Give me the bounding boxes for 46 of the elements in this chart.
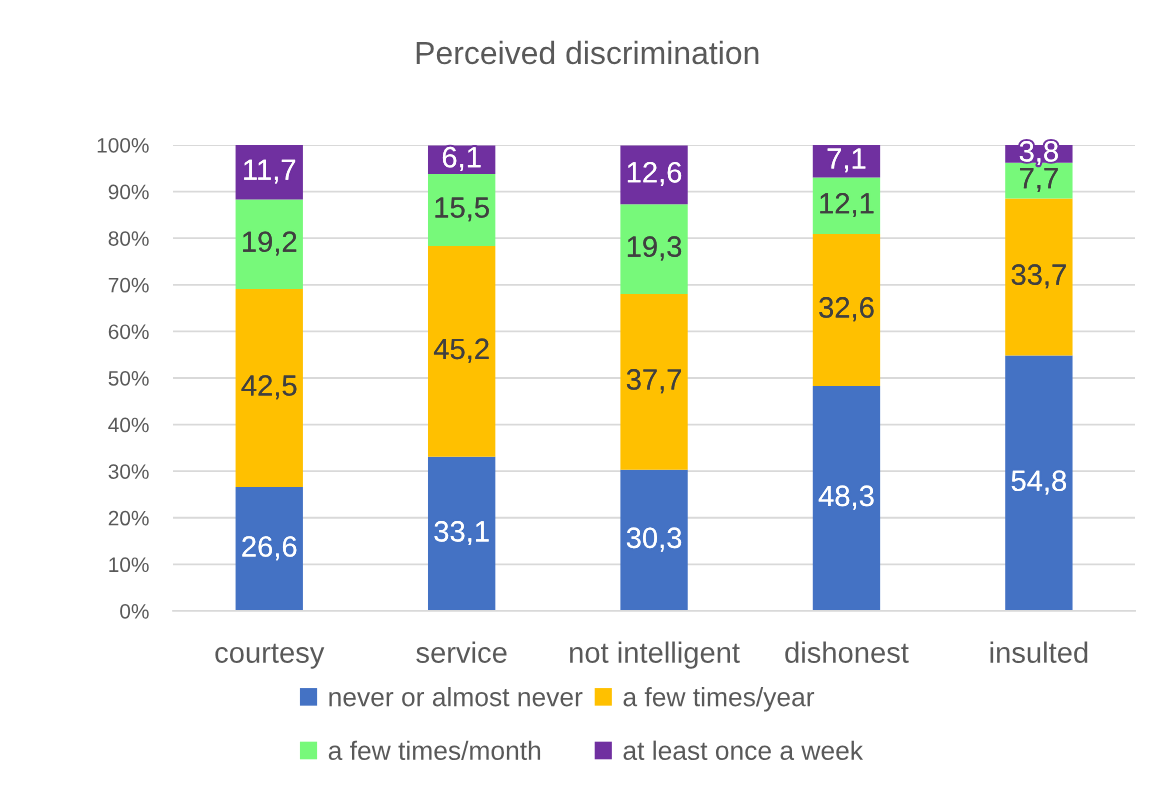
legend-label: never or almost never (329, 687, 583, 707)
bar (812, 385, 881, 611)
data-label: 54,8 (1011, 470, 1066, 495)
data-label: 33,1 (434, 521, 489, 546)
data-label: 12,1 (820, 192, 874, 218)
x-tick-label: dishonest (785, 641, 909, 663)
y-tick-label: 70% (108, 277, 149, 293)
bar (620, 294, 688, 470)
data-label: 32,6 (819, 297, 874, 322)
legend-label: at least once a week (623, 740, 864, 761)
y-tick-label: 30% (108, 464, 149, 479)
y-tick-label: 90% (108, 184, 149, 200)
y-tick-label: 50% (108, 370, 149, 386)
y-tick-label: 40% (108, 417, 149, 433)
data-label: 45,2 (433, 338, 489, 363)
legend-label: a few times/month (328, 740, 541, 761)
y-tick-label: 100% (97, 137, 149, 153)
data-label: 30,3 (626, 527, 682, 552)
data-label: 37,7 (626, 369, 681, 394)
y-tick-label: 80% (108, 231, 149, 246)
bar (1005, 198, 1073, 356)
data-label: 48,3 (818, 485, 874, 510)
data-label: 7,1 (827, 148, 866, 173)
x-tick-label: not intelligent (570, 641, 740, 669)
legend-label: a few times/year (623, 687, 815, 712)
y-tick-label: 60% (108, 324, 149, 340)
bar (1005, 355, 1073, 611)
data-label: 19,3 (627, 236, 682, 261)
data-label: 6,1 (442, 146, 481, 171)
bar (235, 288, 303, 488)
y-tick-label: 10% (109, 557, 149, 573)
data-label: 42,5 (241, 375, 297, 400)
bar (427, 246, 496, 457)
data-label: 19,2 (243, 231, 297, 256)
x-tick-label: insulted (990, 641, 1088, 663)
data-label: 15,5 (435, 197, 489, 222)
y-tick-label: 20% (108, 510, 149, 526)
data-label: 33,7 (1011, 264, 1066, 289)
data-label: 26,6 (242, 536, 297, 561)
data-label: 11,7 (244, 159, 296, 184)
data-label: 12,6 (627, 161, 682, 187)
data-label: 7,7 (1020, 168, 1058, 192)
chart-title: Perceived discrimination (416, 40, 759, 65)
y-tick-label: 0% (120, 603, 149, 619)
x-tick-label: service (416, 641, 507, 663)
x-tick-label: courtesy (215, 643, 325, 669)
